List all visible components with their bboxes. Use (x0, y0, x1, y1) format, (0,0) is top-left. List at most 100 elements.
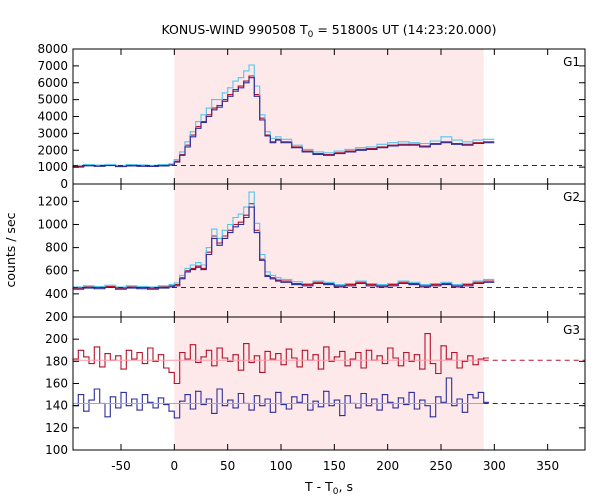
data-point (429, 140, 431, 142)
data-point (216, 244, 218, 246)
panel-g3: 100 120 140 160 180 200 G3 (45, 316, 586, 457)
data-point (136, 165, 138, 167)
data-point (93, 165, 95, 167)
data-point (221, 405, 223, 407)
data-point (237, 369, 239, 371)
data-point (88, 362, 90, 365)
data-point (280, 364, 282, 366)
data-point (232, 354, 234, 356)
data-point (227, 223, 229, 226)
data-point (467, 355, 469, 357)
data-point (131, 398, 133, 400)
data-point (413, 354, 415, 356)
title-subscript: 0 (308, 30, 314, 40)
data-point (195, 390, 197, 392)
data-point (461, 282, 463, 285)
data-point (157, 285, 159, 287)
data-point (269, 274, 271, 276)
data-point (429, 282, 431, 285)
data-point (195, 265, 197, 267)
data-point (461, 144, 463, 146)
data-point (408, 144, 410, 146)
data-point (248, 77, 250, 79)
data-point (152, 360, 154, 362)
data-point (365, 405, 367, 407)
data-point (291, 147, 293, 149)
data-point (227, 360, 229, 362)
data-point (451, 139, 453, 141)
data-point (163, 403, 165, 406)
data-point (408, 143, 410, 145)
y-tick-label: 200 (45, 332, 68, 346)
data-point (189, 268, 191, 271)
y-tick-label: 6000 (37, 76, 68, 90)
data-point (344, 365, 346, 367)
data-point (200, 268, 202, 271)
data-point (259, 119, 261, 121)
x-tick-label: 300 (483, 459, 506, 473)
data-point (376, 284, 378, 286)
data-point (195, 262, 197, 264)
data-point (109, 396, 111, 398)
data-point (301, 393, 303, 396)
data-point (408, 142, 410, 144)
data-point (445, 377, 447, 379)
data-point (285, 408, 287, 410)
data-point (189, 408, 191, 410)
data-point (461, 360, 463, 362)
data-point (264, 135, 266, 137)
data-point (435, 372, 437, 375)
x-axis-label: T - T0, s (304, 479, 353, 497)
data-point (344, 282, 346, 285)
data-point (189, 136, 191, 138)
data-point (232, 226, 234, 228)
data-point (216, 104, 218, 107)
highlight-interval (174, 49, 484, 184)
data-point (232, 216, 234, 219)
data-point (355, 282, 357, 285)
data-point (424, 333, 426, 335)
data-point (227, 399, 229, 401)
data-point (237, 87, 239, 89)
x-tick-label: 200 (376, 459, 399, 473)
title-prefix: KONUS-WIND 990508 T (161, 22, 307, 37)
data-point (189, 264, 191, 266)
data-point (232, 80, 234, 82)
data-point (275, 391, 277, 393)
data-point (243, 82, 245, 84)
data-point (461, 411, 463, 413)
data-point (376, 143, 378, 145)
data-point (275, 277, 277, 279)
data-point (168, 286, 170, 288)
data-point (312, 280, 314, 282)
data-point (317, 368, 319, 370)
data-point (269, 142, 271, 144)
data-point (136, 288, 138, 290)
data-point (472, 139, 474, 141)
y-tick-label: 1200 (37, 194, 68, 208)
data-point (451, 351, 453, 354)
data-point (125, 349, 127, 351)
data-point (253, 95, 255, 97)
data-point (387, 142, 389, 144)
data-point (115, 355, 117, 357)
data-point (237, 392, 239, 395)
data-point (195, 266, 197, 268)
data-point (365, 349, 367, 351)
data-point (349, 358, 351, 360)
data-point (397, 280, 399, 282)
data-point (147, 347, 149, 349)
data-point (472, 282, 474, 285)
y-tick-label: 160 (45, 377, 68, 391)
data-point (344, 148, 346, 151)
data-point (248, 191, 250, 193)
x-tick-label: 100 (270, 459, 293, 473)
data-point (184, 146, 186, 148)
data-point (227, 87, 229, 89)
data-point (275, 280, 277, 282)
data-point (355, 147, 357, 149)
data-point (333, 153, 335, 155)
data-point (403, 351, 405, 354)
data-point (200, 403, 202, 406)
panel-g2: 200 400 600 800 1000 1200 G2 (37, 183, 586, 324)
